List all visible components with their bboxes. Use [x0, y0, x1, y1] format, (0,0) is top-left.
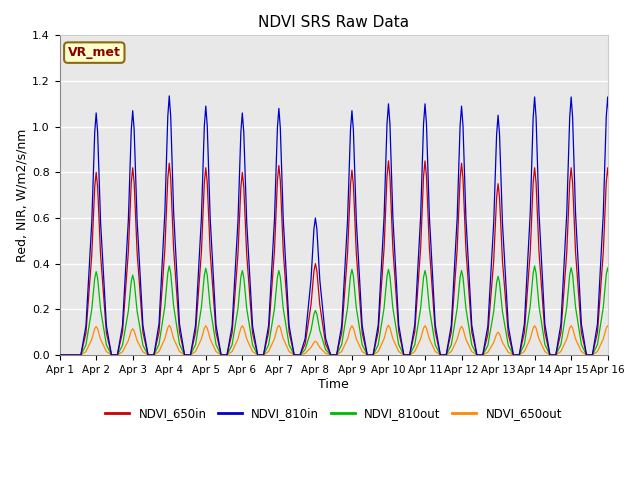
Text: VR_met: VR_met	[68, 46, 121, 59]
Title: NDVI SRS Raw Data: NDVI SRS Raw Data	[258, 15, 409, 30]
Legend: NDVI_650in, NDVI_810in, NDVI_810out, NDVI_650out: NDVI_650in, NDVI_810in, NDVI_810out, NDV…	[100, 402, 566, 425]
X-axis label: Time: Time	[318, 377, 349, 391]
Y-axis label: Red, NIR, W/m2/s/nm: Red, NIR, W/m2/s/nm	[15, 129, 28, 262]
